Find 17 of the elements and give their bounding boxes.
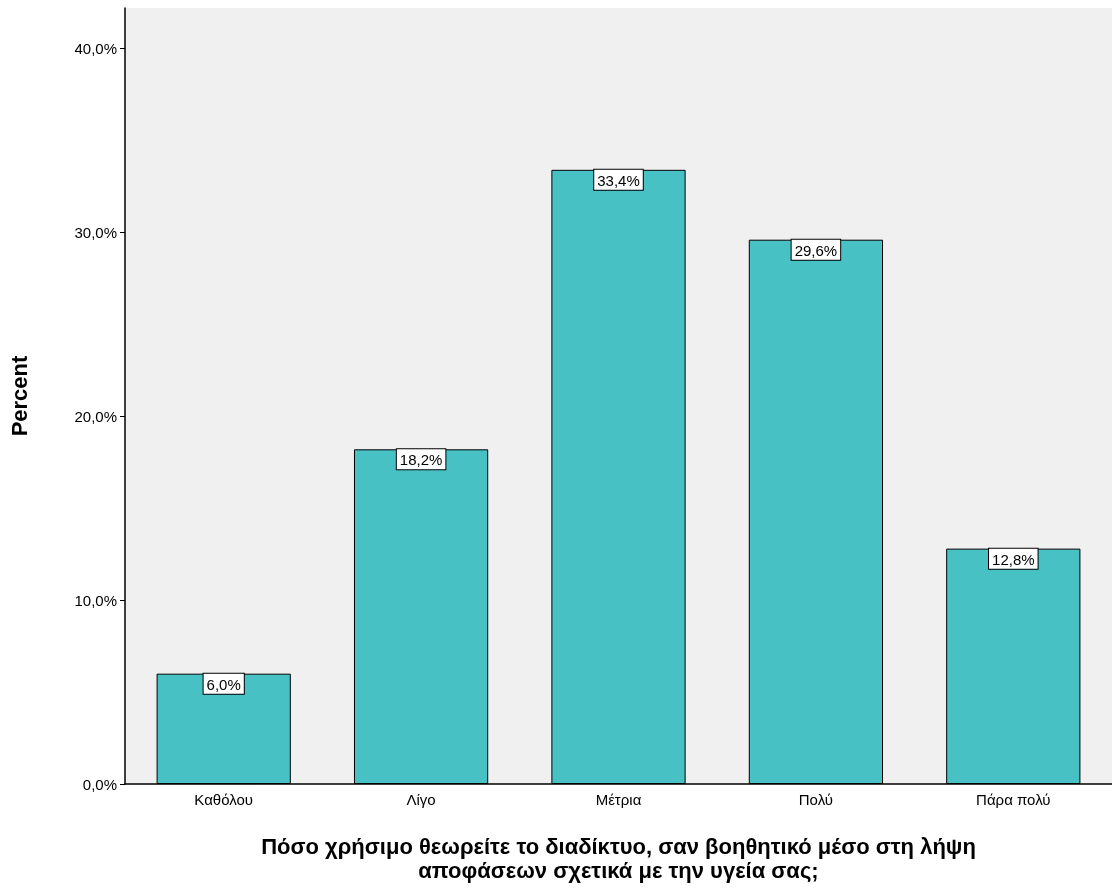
y-tick-label: 30,0% xyxy=(74,223,117,241)
data-label: 6,0% xyxy=(206,675,241,693)
x-axis-title: Πόσο χρήσιμο θεωρείτε το διαδίκτυο, σαν βοηθητικό μέσο στη λήψη αποφάσεων σχετικά με την υγεία σας; xyxy=(261,833,976,883)
x-tick-label: Λίγο xyxy=(406,791,436,808)
data-label: 33,4% xyxy=(597,171,640,189)
data-label: 12,8% xyxy=(992,550,1035,568)
y-tick-label: 10,0% xyxy=(74,591,117,609)
data-label: 18,2% xyxy=(399,451,443,469)
y-tick-label: 40,0% xyxy=(74,39,117,57)
data-label: 29,6% xyxy=(794,241,838,259)
x-tick-label: Πολύ xyxy=(798,791,834,808)
x-tick-label: Μέτρια xyxy=(595,791,642,808)
x-tick-label: Πάρα πολύ xyxy=(976,791,1051,808)
y-axis-title: Percent xyxy=(6,354,32,437)
y-tick-label: 0,0% xyxy=(82,775,117,793)
x-tick-label: Καθόλου xyxy=(194,791,254,808)
y-tick-label: 20,0% xyxy=(74,407,117,425)
